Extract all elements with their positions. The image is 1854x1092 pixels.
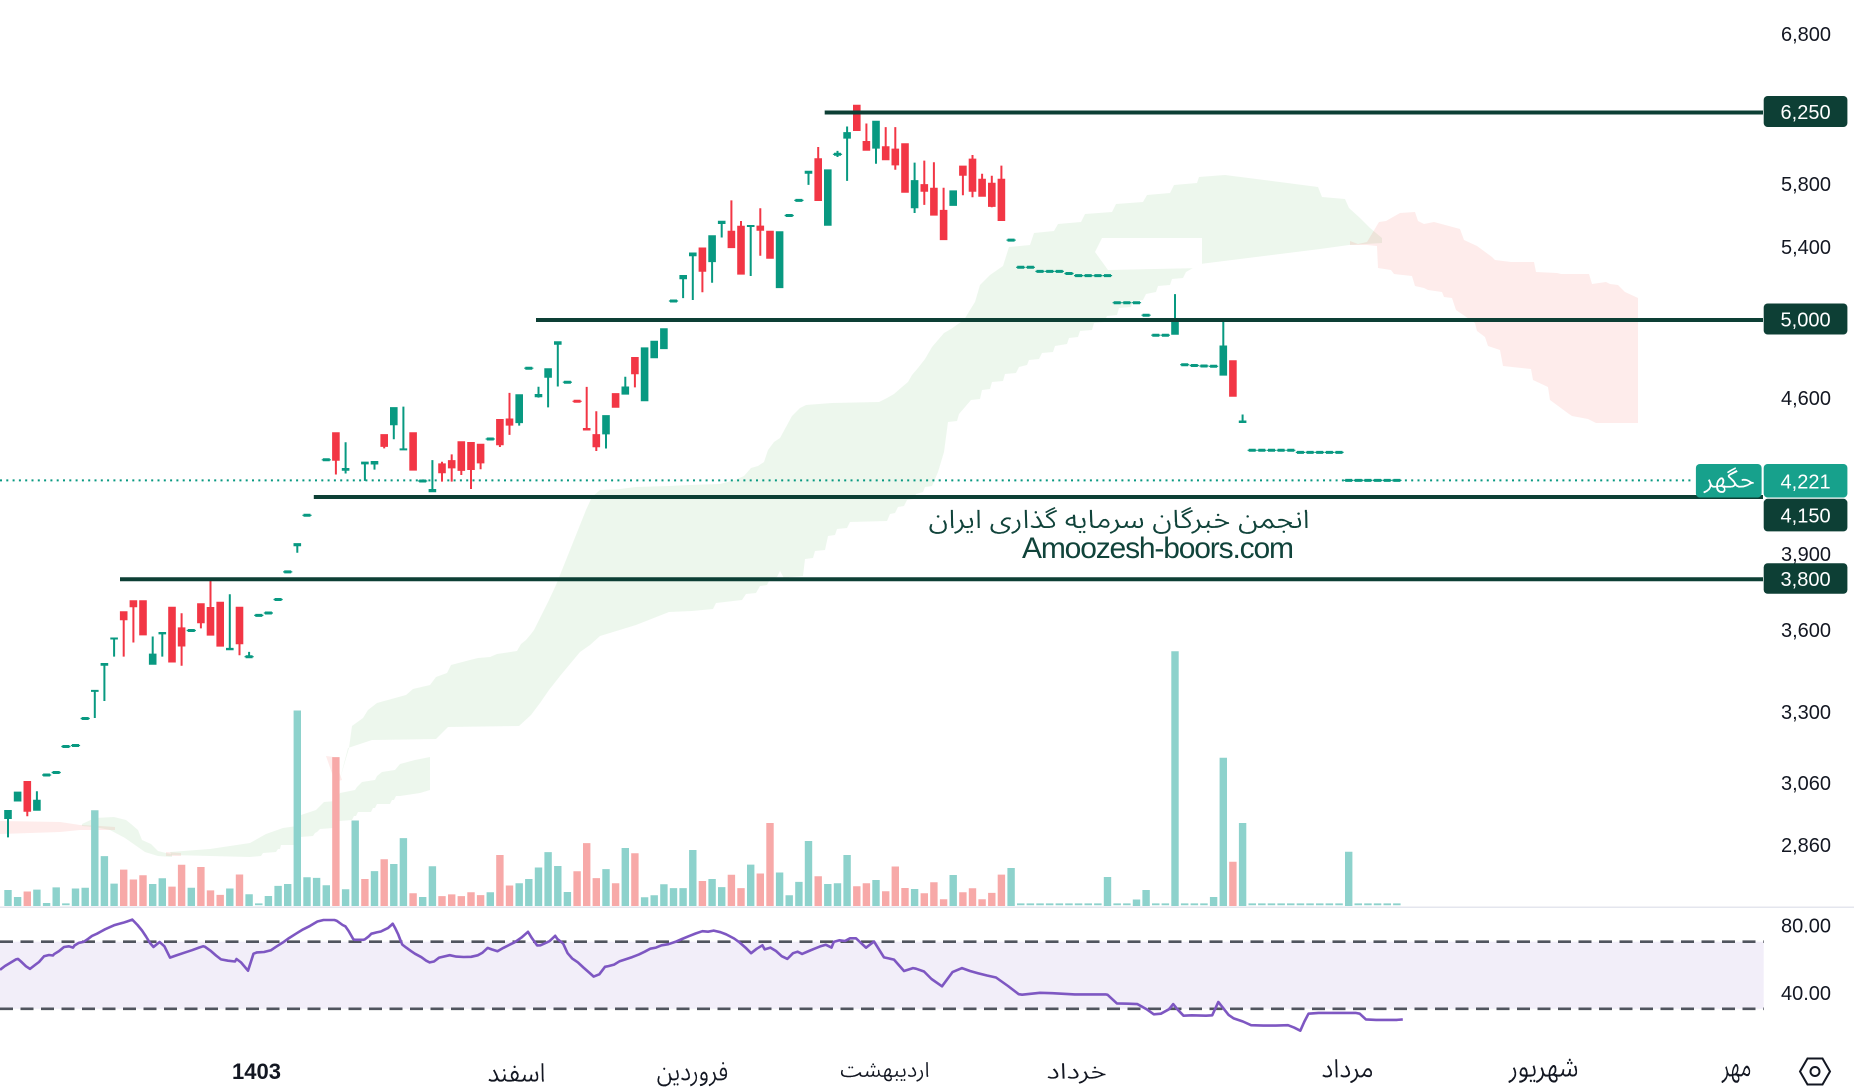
svg-text:Amoozesh-boors.com: Amoozesh-boors.com xyxy=(1022,532,1294,565)
svg-text:6,250: 6,250 xyxy=(1781,102,1831,124)
svg-text:3,900: 3,900 xyxy=(1781,544,1831,566)
svg-text:1403: 1403 xyxy=(232,1059,281,1084)
svg-text:3,060: 3,060 xyxy=(1781,773,1831,795)
svg-text:5,000: 5,000 xyxy=(1781,310,1831,332)
svg-text:5,800: 5,800 xyxy=(1781,174,1831,196)
svg-text:5,400: 5,400 xyxy=(1781,237,1831,259)
svg-text:40.00: 40.00 xyxy=(1781,983,1831,1005)
svg-text:6,800: 6,800 xyxy=(1781,24,1831,46)
svg-text:3,300: 3,300 xyxy=(1781,702,1831,724)
svg-text:4,150: 4,150 xyxy=(1781,506,1831,528)
svg-text:2,860: 2,860 xyxy=(1781,835,1831,857)
svg-text:4,600: 4,600 xyxy=(1781,388,1831,410)
svg-text:3,600: 3,600 xyxy=(1781,620,1831,642)
svg-text:80.00: 80.00 xyxy=(1781,916,1831,938)
svg-text:3,800: 3,800 xyxy=(1781,569,1831,591)
svg-text:4,221: 4,221 xyxy=(1781,471,1831,493)
